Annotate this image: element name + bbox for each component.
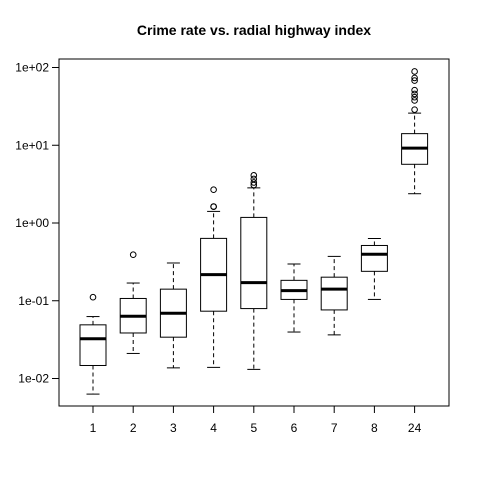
box-group-1	[79, 293, 107, 395]
box-iqr	[79, 324, 107, 366]
box-group-6	[280, 263, 308, 333]
box-iqr	[320, 276, 348, 311]
outlier-point	[210, 203, 217, 211]
y-tick-label: 1e+02	[15, 61, 49, 75]
outlier-point	[411, 74, 418, 82]
outlier-point	[411, 86, 418, 94]
outlier-point	[250, 181, 258, 189]
y-tick-label: 1e+01	[15, 138, 49, 152]
x-tick-label: 8	[371, 421, 378, 435]
outlier-point	[250, 179, 258, 186]
y-tick-label: 1e-02	[18, 372, 49, 386]
outlier-point	[89, 293, 97, 301]
outlier-point	[210, 186, 217, 194]
box-group-5	[240, 172, 268, 370]
x-tick-label: 2	[130, 421, 137, 435]
boxes	[79, 68, 429, 395]
chart-title: Crime rate vs. radial highway index	[137, 22, 371, 38]
x-tick-label: 1	[90, 421, 97, 435]
outlier-point	[411, 97, 418, 104]
x-tick-label: 4	[210, 421, 217, 435]
x-tick-label: 7	[331, 421, 338, 435]
x-tick-label: 5	[250, 421, 257, 435]
box-group-7	[320, 255, 348, 336]
box-group-3	[159, 262, 187, 369]
x-axis: 1 2 3 4 5 6 7 8 24	[90, 406, 422, 435]
outlier-point	[411, 93, 418, 101]
x-tick-label: 3	[170, 421, 177, 435]
y-tick-label: 1e+00	[15, 216, 49, 230]
y-tick-label: 1e-01	[18, 294, 49, 308]
box-group-4	[200, 186, 228, 368]
box-group-24	[401, 68, 429, 195]
outlier-point	[129, 251, 137, 259]
box-iqr	[360, 244, 388, 272]
outlier-point	[411, 68, 418, 75]
box-group-8	[360, 237, 388, 300]
x-tick-label: 6	[291, 421, 298, 435]
x-tick-label: 24	[408, 421, 422, 435]
outlier-point	[250, 172, 258, 179]
box-group-2	[119, 251, 147, 354]
y-axis: 1e-02 1e-01 1e+00 1e+01 1e+02	[15, 61, 59, 386]
outlier-point	[411, 106, 418, 113]
outlier-point	[411, 77, 418, 84]
outlier-point	[250, 175, 258, 183]
box-iqr	[240, 216, 268, 310]
outlier-point	[411, 90, 418, 98]
